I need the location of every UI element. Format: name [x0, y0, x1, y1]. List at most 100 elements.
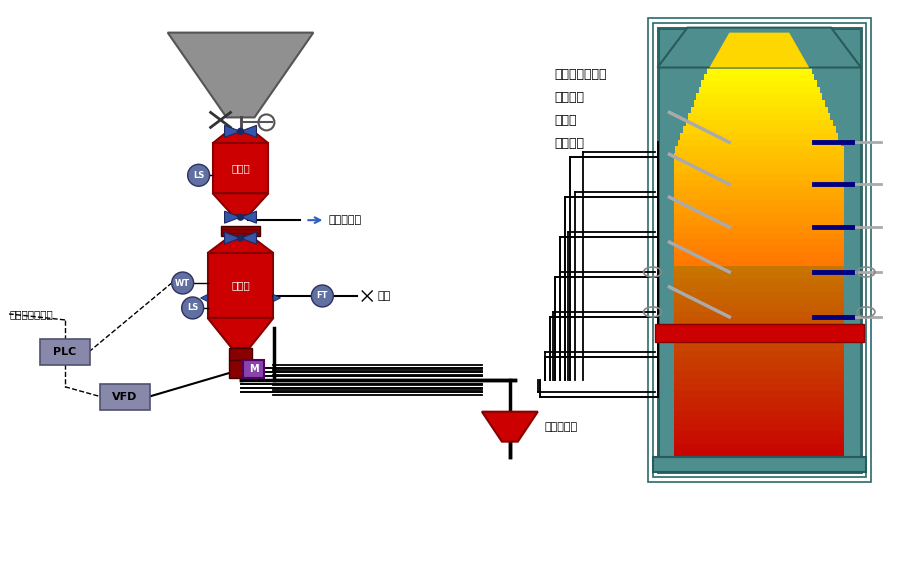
Bar — [675, 430, 844, 437]
Bar — [675, 192, 844, 200]
Bar — [675, 417, 844, 424]
Bar — [675, 311, 844, 319]
Bar — [675, 443, 844, 450]
Polygon shape — [273, 295, 280, 301]
Bar — [675, 285, 844, 292]
Polygon shape — [208, 318, 273, 348]
Bar — [675, 351, 844, 358]
Polygon shape — [658, 27, 861, 67]
Bar — [229, 348, 252, 360]
Bar — [658, 27, 861, 471]
Bar — [675, 292, 844, 299]
Bar — [675, 404, 844, 411]
Circle shape — [188, 164, 210, 186]
Text: LS: LS — [187, 304, 199, 312]
Bar — [683, 126, 835, 133]
FancyBboxPatch shape — [242, 360, 265, 378]
Bar — [688, 113, 830, 120]
Bar — [678, 140, 841, 147]
Polygon shape — [225, 232, 240, 244]
FancyBboxPatch shape — [40, 339, 90, 365]
Bar — [675, 153, 844, 160]
Bar — [675, 344, 844, 351]
Bar — [675, 272, 844, 279]
Text: 气源: 气源 — [377, 291, 390, 301]
Polygon shape — [212, 132, 268, 144]
Bar — [675, 450, 844, 457]
Bar — [229, 360, 252, 378]
Bar — [675, 364, 844, 371]
Bar — [694, 100, 825, 107]
Circle shape — [238, 128, 243, 134]
Bar — [675, 456, 844, 463]
Circle shape — [238, 235, 243, 241]
Text: FT: FT — [317, 292, 328, 300]
FancyBboxPatch shape — [100, 384, 150, 410]
Circle shape — [238, 214, 243, 220]
Bar — [707, 67, 812, 74]
Bar — [704, 74, 814, 81]
Bar — [220, 226, 260, 236]
Bar — [675, 337, 844, 345]
Bar — [675, 278, 844, 285]
Polygon shape — [658, 27, 861, 471]
Bar — [675, 206, 844, 213]
Bar — [652, 23, 866, 476]
Bar — [675, 391, 844, 398]
Bar — [675, 371, 844, 378]
Polygon shape — [482, 412, 538, 442]
Bar — [675, 318, 844, 325]
Bar — [652, 456, 866, 471]
Bar — [675, 358, 844, 364]
Bar — [686, 120, 833, 127]
Bar — [675, 265, 844, 272]
Bar — [675, 245, 844, 252]
Bar — [675, 173, 844, 180]
Bar — [680, 133, 838, 140]
Text: 管路分配器: 管路分配器 — [545, 422, 578, 432]
Polygon shape — [208, 238, 273, 253]
Bar — [655, 324, 864, 342]
Bar — [675, 212, 844, 219]
Bar — [675, 298, 844, 305]
Circle shape — [171, 272, 193, 294]
Polygon shape — [225, 125, 240, 137]
Polygon shape — [200, 295, 208, 301]
Bar — [675, 186, 844, 193]
Polygon shape — [709, 33, 809, 67]
Circle shape — [181, 297, 203, 319]
Bar — [675, 225, 844, 233]
Polygon shape — [168, 33, 313, 117]
Polygon shape — [240, 125, 257, 137]
Bar — [675, 423, 844, 431]
Bar — [675, 146, 844, 153]
Bar — [675, 179, 844, 186]
Bar — [675, 219, 844, 226]
Bar — [675, 239, 844, 246]
Bar — [212, 144, 268, 193]
Bar — [675, 199, 844, 206]
Polygon shape — [225, 211, 240, 223]
Bar — [648, 18, 871, 482]
Polygon shape — [212, 193, 268, 215]
Bar — [675, 331, 844, 338]
Text: 给料量连续可调: 给料量连续可调 — [9, 309, 53, 319]
Bar — [675, 378, 844, 384]
Text: 喷吹罐: 喷吹罐 — [231, 280, 250, 291]
Bar — [675, 259, 844, 265]
Bar — [675, 324, 844, 332]
Bar — [691, 106, 828, 114]
Bar — [675, 166, 844, 173]
Text: WT: WT — [175, 279, 190, 288]
Bar — [697, 93, 823, 101]
Polygon shape — [240, 232, 257, 244]
Bar — [675, 410, 844, 418]
Text: 收料罐: 收料罐 — [231, 163, 250, 173]
Bar — [698, 87, 820, 94]
Text: LS: LS — [193, 171, 204, 180]
Circle shape — [311, 285, 333, 307]
Polygon shape — [240, 211, 257, 223]
Bar — [675, 232, 844, 239]
Bar — [675, 436, 844, 444]
Bar — [208, 253, 273, 318]
